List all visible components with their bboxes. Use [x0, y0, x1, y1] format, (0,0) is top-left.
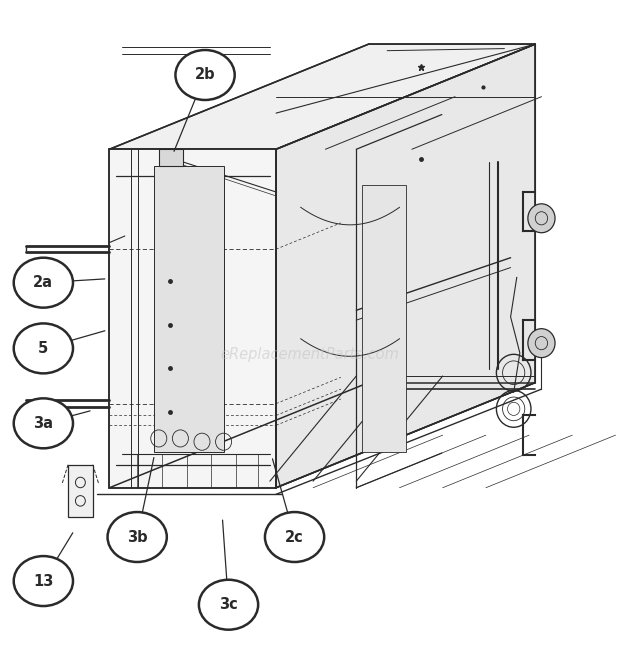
Ellipse shape	[14, 399, 73, 448]
Polygon shape	[68, 465, 93, 517]
Polygon shape	[159, 149, 184, 166]
Polygon shape	[109, 44, 535, 149]
Text: 3b: 3b	[127, 529, 148, 544]
Ellipse shape	[107, 512, 167, 562]
Text: 5: 5	[38, 341, 48, 356]
Ellipse shape	[265, 512, 324, 562]
Circle shape	[528, 329, 555, 358]
Circle shape	[528, 204, 555, 233]
Polygon shape	[109, 149, 276, 488]
Text: 2c: 2c	[285, 529, 304, 544]
Text: 13: 13	[33, 574, 53, 589]
Text: 3c: 3c	[219, 597, 238, 612]
Polygon shape	[276, 44, 535, 488]
Text: 2b: 2b	[195, 67, 215, 82]
Polygon shape	[363, 185, 405, 451]
Text: 3a: 3a	[33, 416, 53, 431]
Ellipse shape	[14, 556, 73, 606]
Text: eReplacementParts.com: eReplacementParts.com	[221, 347, 399, 362]
Text: 2a: 2a	[33, 275, 53, 290]
Ellipse shape	[14, 257, 73, 308]
Polygon shape	[154, 166, 224, 451]
Ellipse shape	[14, 323, 73, 374]
Ellipse shape	[199, 579, 258, 630]
Ellipse shape	[175, 50, 235, 100]
